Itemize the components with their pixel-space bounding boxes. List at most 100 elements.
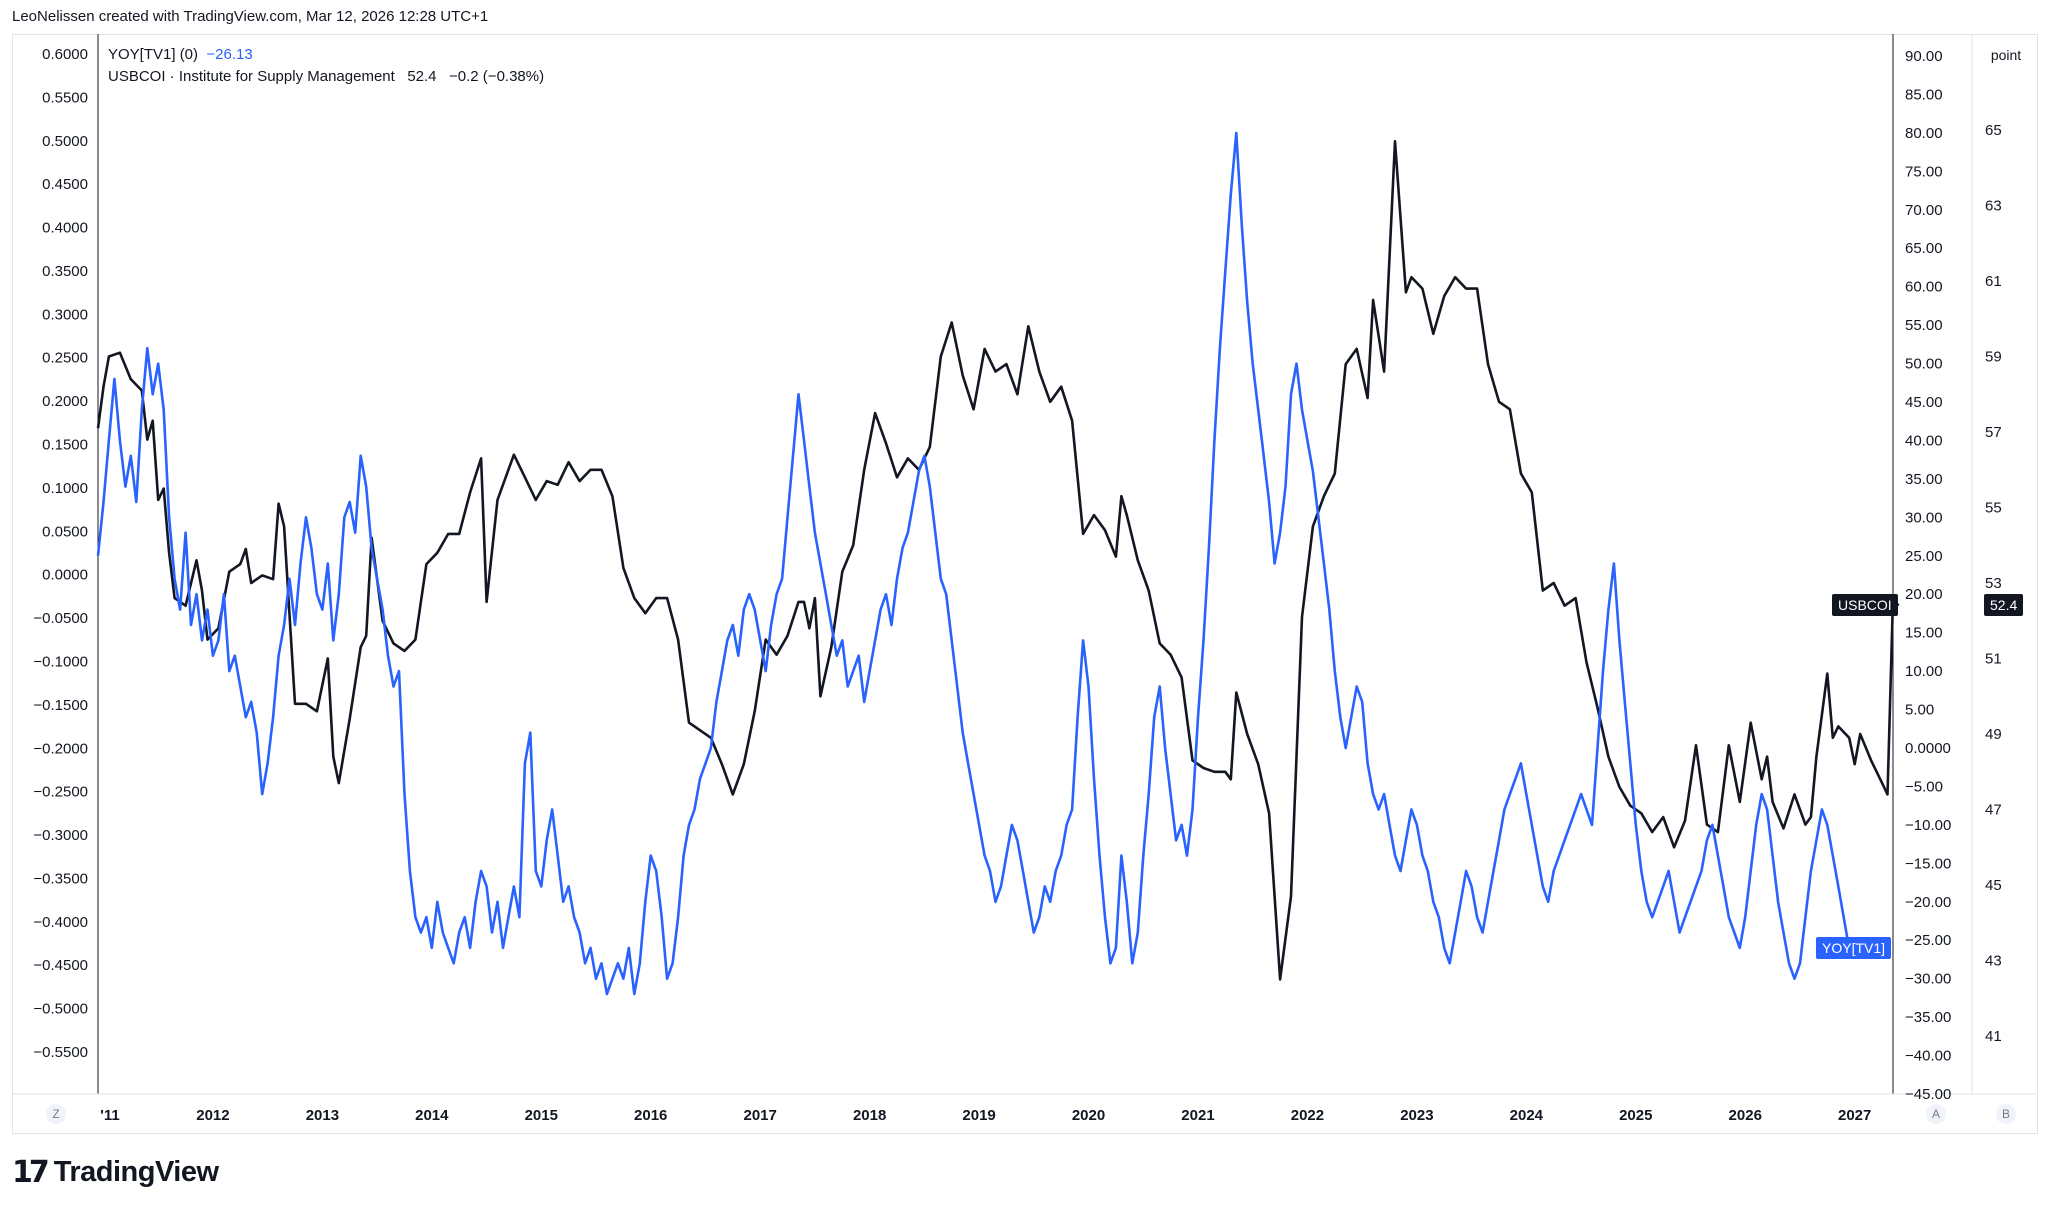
x-axis-tick-label: '11 [100,1107,119,1124]
x-axis-tick-label: 2019 [962,1107,995,1124]
left-axis-tick-label: −0.1500 [33,697,88,714]
x-axis-tick-label: 2013 [306,1107,339,1124]
middle-axis-tick-label: 10.00 [1905,663,1943,680]
middle-axis-tick-label: 5.00 [1905,702,1934,719]
x-axis-tick-label: 2027 [1838,1107,1871,1124]
middle-axis-tick-label: 50.00 [1905,356,1943,373]
middle-axis-tick-label: −30.00 [1905,971,1951,988]
left-axis-tick-label: 0.5500 [42,89,88,106]
legend-usbcoi-value: 52.4 [407,68,437,85]
left-axis-tick-label: 0.5000 [42,133,88,150]
left-axis-tick-label: 0.3000 [42,306,88,323]
right-axis-tick-label: 53 [1985,575,2002,592]
left-axis-tick-label: −0.4000 [33,914,88,931]
middle-axis-tick-label: −5.00 [1905,778,1943,795]
middle-axis-tick-label: −20.00 [1905,894,1951,911]
right-axis-tick-label: 57 [1985,424,2002,441]
chart-caption: LeoNelissen created with TradingView.com… [12,8,489,25]
middle-axis-tick-label: 90.00 [1905,48,1943,65]
middle-axis-tick-label: 30.00 [1905,509,1943,526]
middle-axis-tick-label: 55.00 [1905,317,1943,334]
right-axis-unit: point [1991,47,2021,63]
middle-axis-tick-label: 45.00 [1905,394,1943,411]
left-axis-tick-label: −0.3000 [33,827,88,844]
tradingview-logo[interactable]: 17 TradingView [12,1152,219,1192]
middle-axis-tick-label: 85.00 [1905,86,1943,103]
left-axis-tick-label: −0.5000 [33,1001,88,1018]
middle-axis-tick-label: 35.00 [1905,471,1943,488]
timezone-button[interactable]: Z [46,1104,66,1124]
yoy-series-line [96,131,1851,996]
tradingview-logo-mark: 17 [12,1154,50,1190]
middle-axis-tick-label: 0.0000 [1905,740,1951,757]
legend-yoy-name: YOY[TV1] (0) [108,46,199,63]
left-axis-tick-label: 0.0500 [42,523,88,540]
right-axis-tick-label: 47 [1985,802,2002,819]
legend-row-usbcoi[interactable]: USBCOI · Institute for Supply Management… [108,66,544,88]
middle-axis-tick-label: 15.00 [1905,625,1943,642]
x-axis-tick-label: 2018 [853,1107,886,1124]
left-axis-tick-label: −0.1000 [33,653,88,670]
auto-scale-button[interactable]: A [1926,1104,1946,1124]
middle-axis-tick-label: −15.00 [1905,855,1951,872]
left-axis-tick-label: 0.1500 [42,437,88,454]
x-axis-tick-label: 2021 [1181,1107,1214,1124]
x-axis-tick-label: 2023 [1400,1107,1433,1124]
chart-frame [12,34,2038,1134]
x-axis-tick-label: 2016 [634,1107,667,1124]
middle-axis-tick-label: 60.00 [1905,279,1943,296]
middle-axis-tick-label: 80.00 [1905,125,1943,142]
x-axis-tick-label: 2014 [415,1107,449,1124]
left-axis-tick-label: −0.5500 [33,1044,88,1061]
left-axis-tick-label: 0.4000 [42,220,88,237]
left-axis-tick-label: −0.0500 [33,610,88,627]
usbcoi-axis-tag-label: USBCOI [1832,594,1898,616]
left-axis-tick-label: 0.2500 [42,350,88,367]
x-axis-tick-label: 2020 [1072,1107,1105,1124]
left-axis-tick-label: 0.4500 [42,176,88,193]
x-axis-tick-label: 2015 [525,1107,558,1124]
middle-axis-tick-label: −40.00 [1905,1048,1951,1065]
scale-b-button[interactable]: B [1996,1104,2016,1124]
right-axis-tick-label: 63 [1985,198,2002,215]
middle-axis-tick-label: 65.00 [1905,240,1943,257]
middle-axis-tick-label: 20.00 [1905,586,1943,603]
x-axis-tick-label: 2017 [743,1107,776,1124]
yoy-axis-tag-label: YOY[TV1] [1816,937,1892,959]
left-axis-tick-label: 0.1000 [42,480,88,497]
right-axis-tick-label: 65 [1985,122,2002,139]
x-axis-tick-label: 2025 [1619,1107,1652,1124]
left-axis-tick-label: 0.2000 [42,393,88,410]
tradingview-logo-word: TradingView [53,1155,219,1188]
left-axis-tick-label: −0.4500 [33,957,88,974]
usbcoi-axis-tag-value: 52.4 [1984,594,2024,616]
middle-axis-tick-label: −35.00 [1905,1009,1951,1026]
right-axis-tick-label: 43 [1985,953,2002,970]
right-axis-tick-label: 51 [1985,651,2002,668]
chart-legend: YOY[TV1] (0) −26.13 USBCOI · Institute f… [108,44,544,88]
middle-axis-tick-label: 70.00 [1905,202,1943,219]
x-axis-tick-label: 2024 [1510,1107,1544,1124]
middle-axis-tick-label: −45.00 [1905,1086,1951,1103]
left-axis-tick-label: −0.2000 [33,740,88,757]
x-axis-tick-label: 2022 [1291,1107,1324,1124]
right-axis-tick-label: 59 [1985,349,2002,366]
left-axis-tick-label: −0.2500 [33,784,88,801]
legend-usbcoi-name: USBCOI · Institute for Supply Management [108,68,395,85]
right-axis-tick-label: 49 [1985,726,2002,743]
left-axis-tick-label: −0.3500 [33,870,88,887]
middle-axis-tick-label: 75.00 [1905,163,1943,180]
left-axis-tick-label: 0.3500 [42,263,88,280]
x-axis-tick-label: 2012 [196,1107,229,1124]
middle-axis-tick-label: −10.00 [1905,817,1951,834]
right-axis-tick-label: 55 [1985,500,2002,517]
middle-axis-tick-label: 25.00 [1905,548,1943,565]
right-axis-tick-label: 61 [1985,273,2002,290]
left-axis-tick-label: 0.0000 [42,567,88,584]
middle-axis-tick-label: 40.00 [1905,432,1943,449]
legend-yoy-value: −26.13 [206,46,253,63]
legend-row-yoy[interactable]: YOY[TV1] (0) −26.13 [108,44,544,66]
right-axis-tick-label: 41 [1985,1028,2002,1045]
legend-usbcoi-change: −0.2 (−0.38%) [449,68,545,85]
